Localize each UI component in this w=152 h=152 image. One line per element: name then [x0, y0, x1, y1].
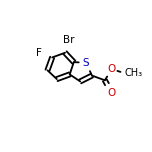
Text: Br: Br [63, 35, 74, 45]
Text: O: O [108, 88, 116, 98]
Text: O: O [108, 64, 116, 74]
Text: F: F [36, 48, 42, 58]
Text: S: S [83, 58, 89, 68]
Text: CH₃: CH₃ [125, 68, 143, 78]
